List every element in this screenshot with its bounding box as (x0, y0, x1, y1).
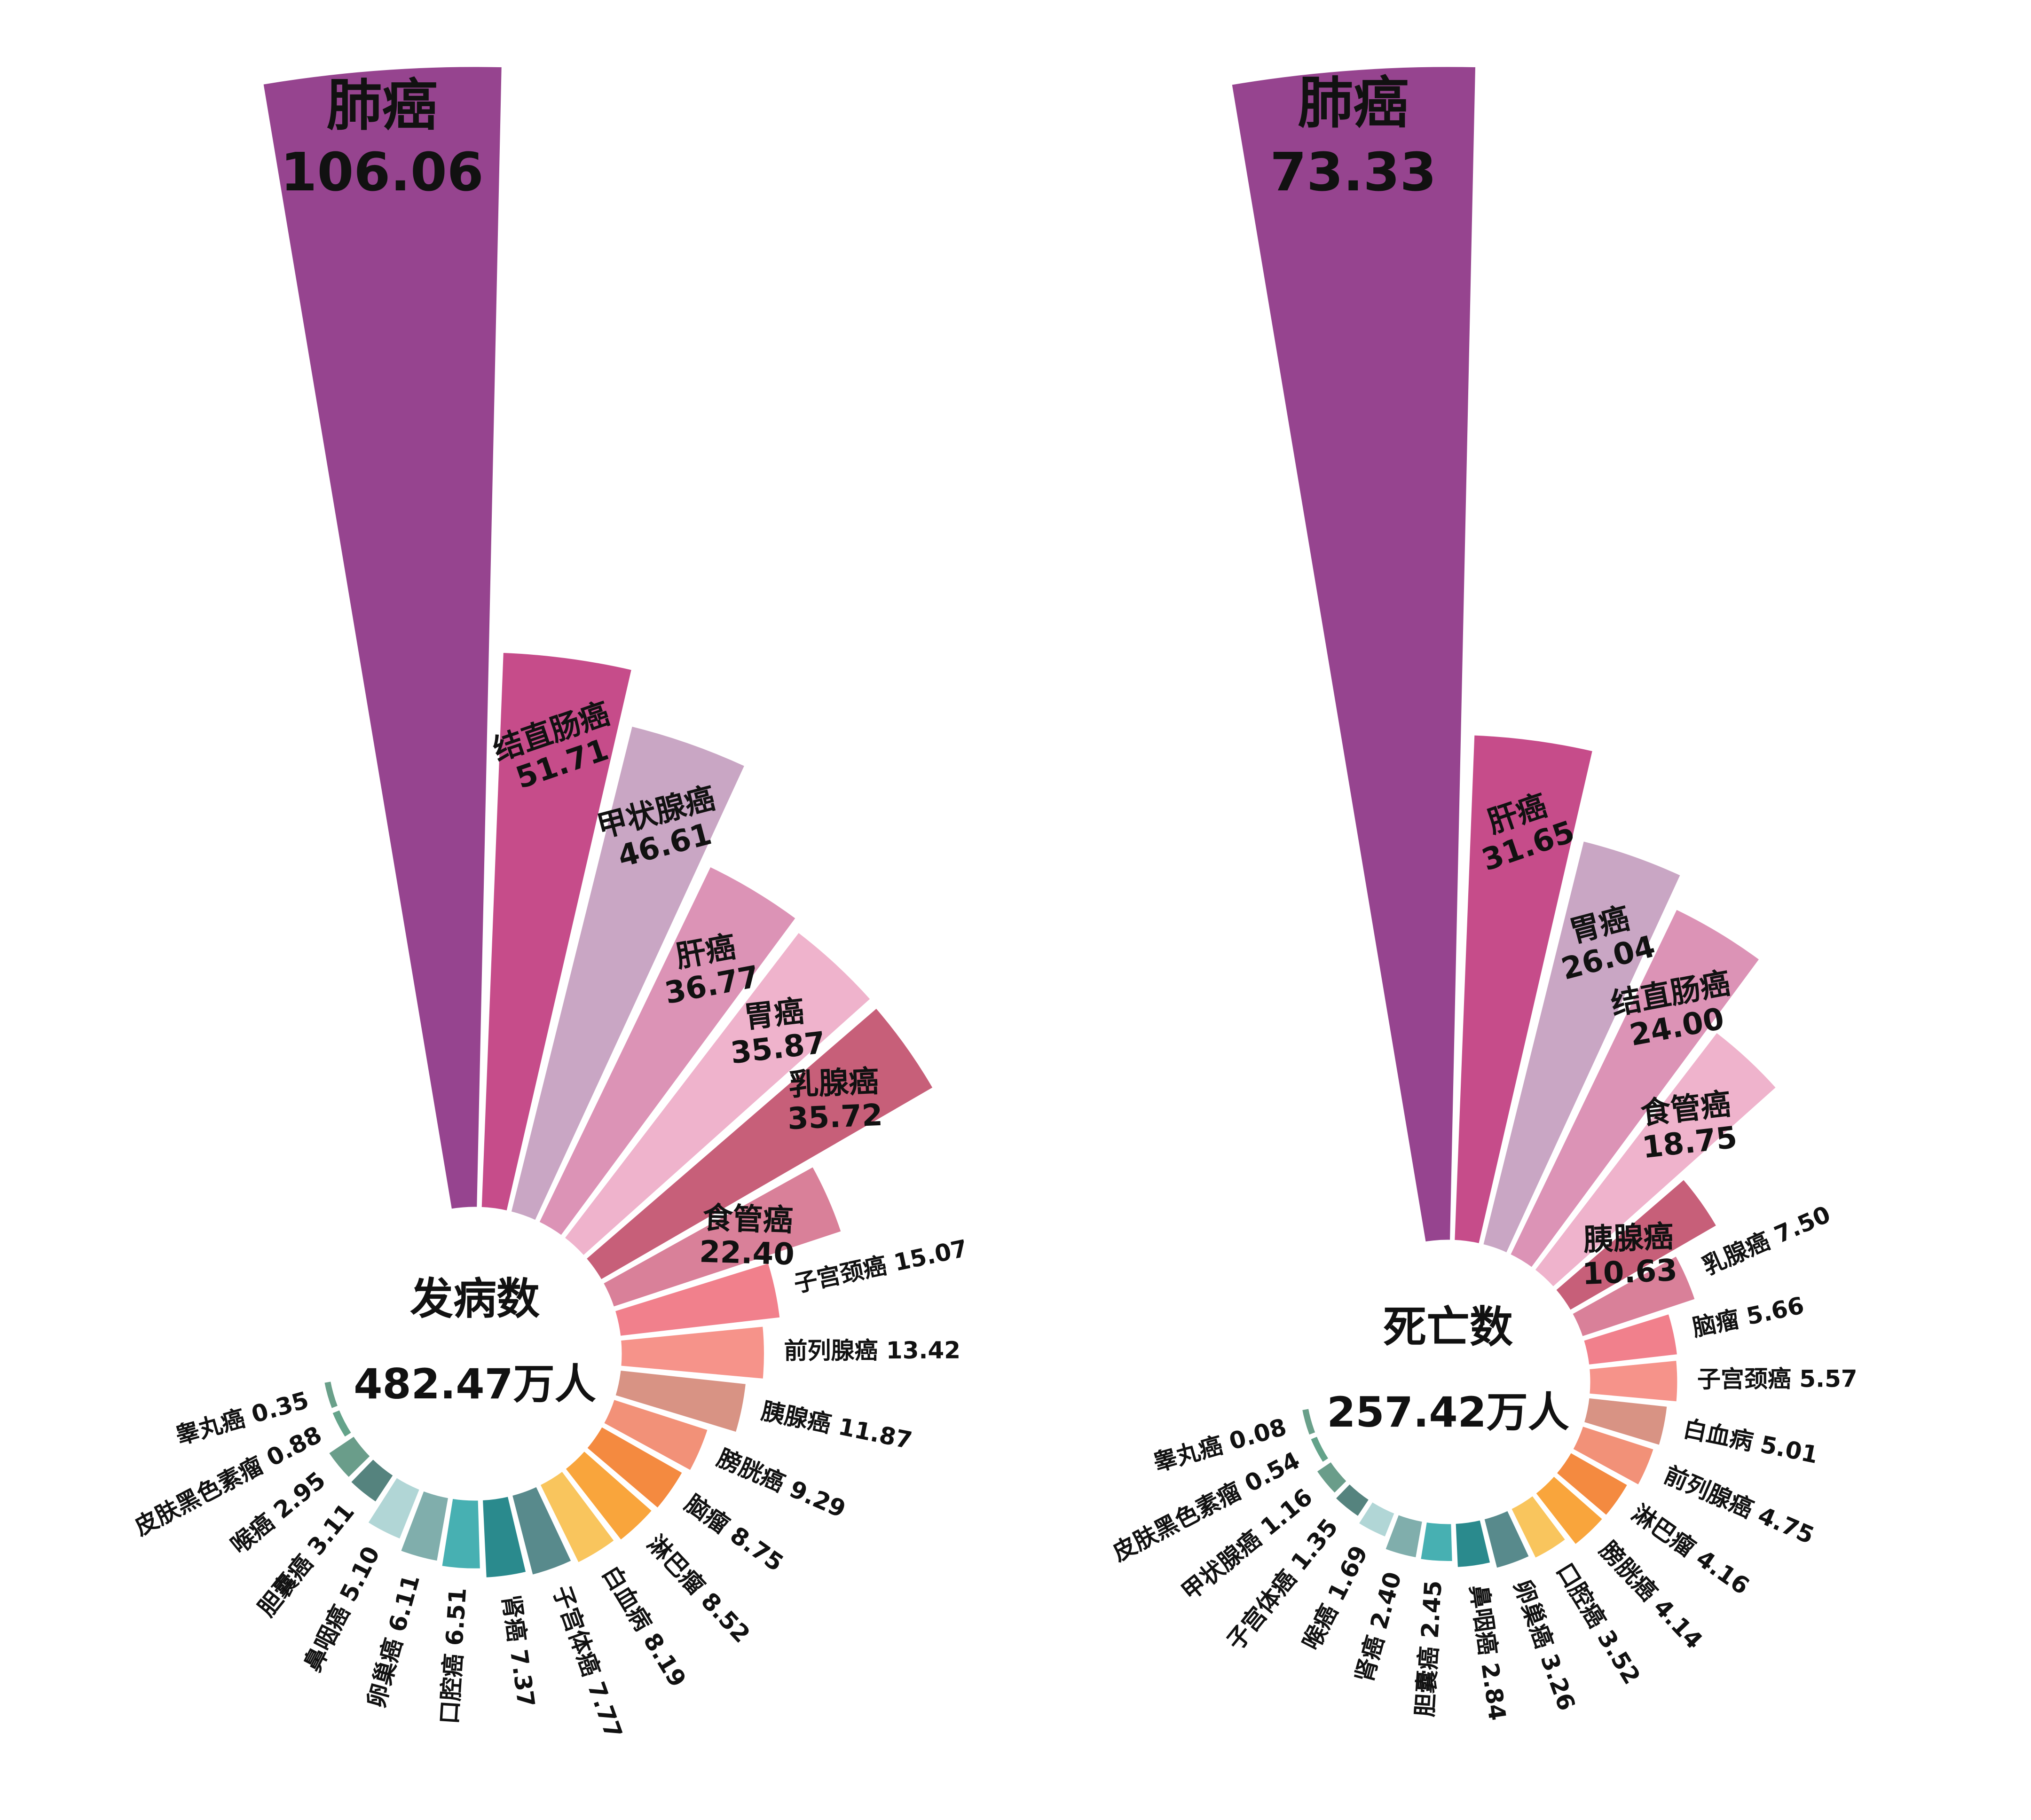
incidence-sector-12 (584, 1424, 685, 1511)
incidence-sector-11 (601, 1397, 710, 1473)
mortality-center-title: 死亡数 (1383, 1302, 1513, 1352)
mortality-center-disk (1309, 1243, 1587, 1521)
mortality-label-value-1: 73.33 (1270, 142, 1436, 203)
mortality-label-9: 子宫颈癌 5.57 (1697, 1365, 1858, 1393)
mortality-label-10: 白血病 5.01 (1681, 1415, 1820, 1469)
incidence-sector-15 (510, 1484, 574, 1577)
incidence-label-value-1: 106.06 (281, 142, 484, 203)
incidence-label-name-5: 胃癌 (742, 994, 806, 1035)
mortality-sector-16 (1453, 1517, 1493, 1570)
mortality-sector-18 (1383, 1512, 1425, 1560)
incidence-sector-7 (600, 1164, 844, 1310)
mortality-label-name-1: 肺癌 (1298, 71, 1409, 135)
incidence-label-17: 口腔癌 6.51 (436, 1587, 472, 1725)
incidence-sector-4 (536, 864, 799, 1239)
mortality-sector-13 (1533, 1473, 1606, 1547)
incidence-rose-chart: 发病数 482.47万人 肺癌106.06结直肠癌51.71甲状腺癌46.61肝… (130, 64, 970, 1742)
mortality-sector-17 (1418, 1520, 1455, 1564)
incidence-label-name-1: 肺癌 (327, 73, 438, 138)
incidence-sector-18 (398, 1488, 451, 1563)
incidence-sector-20 (348, 1456, 396, 1505)
mortality-center-total: 257.42万人 (1327, 1388, 1569, 1436)
mortality-sector-7 (1569, 1253, 1698, 1339)
incidence-sector-23 (322, 1379, 341, 1412)
incidence-label-10: 胰腺癌 11.87 (759, 1397, 914, 1454)
mortality-sector-22 (1308, 1434, 1331, 1465)
mortality-label-8: 脑瘤 5.66 (1690, 1292, 1807, 1342)
incidence-label-8: 子宫颈癌 15.07 (791, 1234, 969, 1298)
incidence-center-disk (331, 1210, 619, 1498)
incidence-label-name-6: 乳腺癌 (788, 1064, 880, 1103)
mortality-label-7: 乳腺癌 7.50 (1698, 1200, 1834, 1280)
mortality-sector-12 (1554, 1450, 1630, 1518)
incidence-sector-5 (562, 930, 874, 1258)
mortality-sector-19 (1356, 1499, 1397, 1540)
incidence-sector-9 (618, 1324, 766, 1381)
mortality-sector-5 (1532, 1029, 1779, 1290)
incidence-label-15: 子宫体癌 7.77 (548, 1582, 628, 1742)
incidence-sector-2 (479, 650, 634, 1213)
incidence-sector-14 (537, 1468, 617, 1566)
mortality-label-16: 鼻咽癌 2.84 (1465, 1583, 1511, 1722)
mortality-sector-21 (1314, 1459, 1350, 1496)
incidence-sector-6 (583, 1005, 936, 1283)
mortality-sector-8 (1581, 1311, 1680, 1367)
incidence-center-total: 482.47万人 (354, 1360, 596, 1408)
mortality-rose-chart: 死亡数 257.42万人 肺癌73.33肝癌31.65胃癌26.04结直肠癌24… (1108, 64, 1858, 1722)
mortality-sector-2 (1452, 733, 1595, 1246)
incidence-label-value-6: 35.72 (787, 1098, 883, 1137)
mortality-label-17: 胆囊癌 2.45 (1411, 1580, 1448, 1718)
mortality-sector-23 (1299, 1406, 1318, 1438)
incidence-sector-16 (480, 1494, 529, 1580)
incidence-label-value-7: 22.40 (699, 1235, 795, 1272)
incidence-sector-22 (330, 1407, 354, 1440)
mortality-sector-1 (1229, 64, 1478, 1244)
mortality-sector-4 (1507, 907, 1762, 1271)
mortality-sector-3 (1480, 839, 1683, 1255)
mortality-sector-11 (1570, 1424, 1656, 1488)
incidence-sector-17 (439, 1496, 482, 1571)
incidence-sector-19 (365, 1475, 423, 1542)
incidence-sector-21 (326, 1433, 373, 1481)
mortality-sector-14 (1508, 1493, 1568, 1561)
incidence-center-title: 发病数 (410, 1274, 540, 1324)
mortality-sector-15 (1481, 1508, 1532, 1571)
mortality-label-layer: 肺癌73.33肝癌31.65胃癌26.04结直肠癌24.00食管癌18.75胰腺… (1108, 71, 1858, 1722)
incidence-sector-3 (508, 723, 748, 1223)
mortality-label-value-6: 10.63 (1582, 1253, 1678, 1292)
mortality-label-18: 肾癌 2.40 (1350, 1569, 1407, 1686)
mortality-sector-6 (1553, 1177, 1719, 1313)
incidence-label-16: 肾癌 7.37 (497, 1593, 540, 1709)
incidence-label-9: 前列腺癌 13.42 (784, 1337, 960, 1365)
incidence-sector-13 (562, 1448, 655, 1543)
incidence-label-name-7: 食管癌 (702, 1201, 794, 1239)
incidence-sector-8 (612, 1260, 782, 1339)
mortality-sector-10 (1581, 1396, 1669, 1448)
mortality-label-name-6: 胰腺癌 (1582, 1219, 1674, 1258)
incidence-sector-10 (613, 1368, 748, 1435)
mortality-sector-20 (1332, 1481, 1372, 1519)
incidence-label-12: 脑瘤 8.75 (680, 1490, 788, 1577)
mortality-sector-9 (1587, 1358, 1680, 1404)
incidence-label-11: 膀胱癌 9.29 (713, 1444, 850, 1523)
incidence-label-18: 卵巢癌 6.11 (362, 1572, 425, 1711)
incidence-sector-1 (260, 64, 504, 1212)
